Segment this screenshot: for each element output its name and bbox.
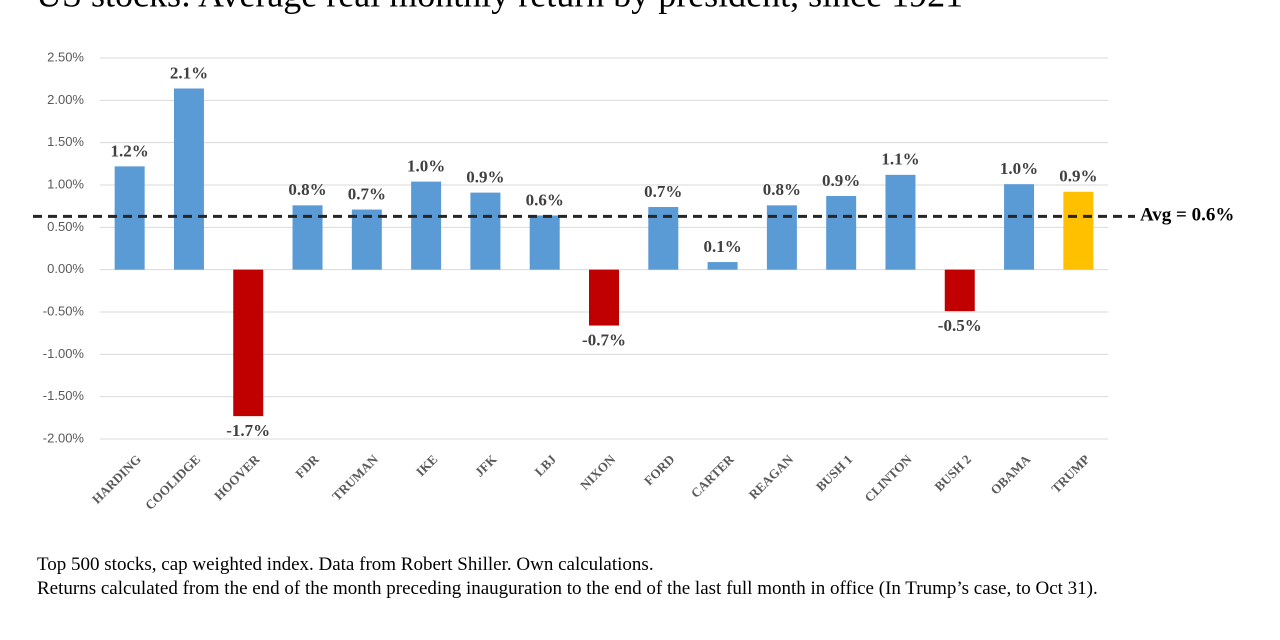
bar xyxy=(351,209,382,270)
y-tick-label: -2.00% xyxy=(43,430,85,445)
value-label: 1.2% xyxy=(111,141,149,160)
y-tick-label: -1.00% xyxy=(43,346,85,361)
note: Returns calculated from the end of the m… xyxy=(37,578,1098,599)
value-label: 1.0% xyxy=(407,157,445,176)
x-tick-label: TRUMAN xyxy=(329,451,381,503)
x-tick-label: LBJ xyxy=(531,451,559,479)
x-tick-label: TRUMP xyxy=(1048,452,1092,496)
value-label: -1.7% xyxy=(226,421,270,440)
y-tick-label: -1.50% xyxy=(43,388,85,403)
bar xyxy=(707,262,738,270)
bar xyxy=(885,174,916,270)
x-tick-label: CLINTON xyxy=(861,451,915,505)
x-tick-label: BUSH 1 xyxy=(813,452,856,495)
bar xyxy=(1004,184,1035,270)
bar xyxy=(470,192,501,270)
notes: Top 500 stocks, cap weighted index. Data… xyxy=(37,553,1117,601)
value-label: 0.7% xyxy=(348,184,386,203)
value-label: 0.1% xyxy=(703,237,741,256)
x-tick-label: REAGAN xyxy=(746,451,797,502)
bar xyxy=(826,196,857,270)
value-label: 0.9% xyxy=(1059,167,1097,186)
y-tick-label: 1.50% xyxy=(47,134,84,149)
value-label: 0.6% xyxy=(526,190,564,209)
bar xyxy=(589,269,619,326)
value-label: 0.9% xyxy=(466,168,504,187)
x-tick-label: BUSH 2 xyxy=(931,452,974,495)
value-label: 1.0% xyxy=(1000,159,1038,178)
x-tick-label: HOOVER xyxy=(211,451,263,503)
x-tick-label: OBAMA xyxy=(987,451,1033,497)
chart-title: US stocks: Average real monthly return b… xyxy=(36,0,963,14)
value-label: -0.7% xyxy=(582,330,626,349)
y-tick-label: 0.00% xyxy=(47,261,84,276)
chart: US stocks: Average real monthly return b… xyxy=(33,0,1234,513)
y-tick-label: 2.00% xyxy=(47,92,84,107)
x-tick-label: CARTER xyxy=(688,451,738,501)
bar xyxy=(1063,191,1094,270)
bar xyxy=(114,166,145,270)
value-label: 0.9% xyxy=(822,171,860,190)
x-tick-label: COOLIDGE xyxy=(142,452,203,513)
bar xyxy=(944,269,975,312)
x-tick-label: IKE xyxy=(413,452,440,479)
value-label: 2.1% xyxy=(170,63,208,82)
x-tick-label: JFK xyxy=(472,451,501,480)
x-tick-label: HARDING xyxy=(89,452,144,507)
bar xyxy=(529,215,560,270)
y-tick-label: 2.50% xyxy=(47,49,84,64)
x-tick-label: NIXON xyxy=(577,451,619,493)
x-tick-label: FORD xyxy=(641,452,678,489)
y-tick-label: 0.50% xyxy=(47,219,84,234)
bar xyxy=(411,181,442,270)
y-tick-label: 1.00% xyxy=(47,176,84,191)
average-label: Avg = 0.6% xyxy=(1140,205,1234,226)
bar xyxy=(173,88,204,270)
bar xyxy=(233,269,264,417)
value-label: 1.1% xyxy=(881,150,919,169)
value-label: 0.8% xyxy=(288,180,326,199)
value-label: -0.5% xyxy=(938,316,982,335)
note: Top 500 stocks, cap weighted index. Data… xyxy=(37,554,654,575)
value-label: 0.8% xyxy=(763,180,801,199)
y-tick-label: -0.50% xyxy=(43,303,85,318)
x-tick-label: FDR xyxy=(292,451,322,481)
value-label: 0.7% xyxy=(644,182,682,201)
